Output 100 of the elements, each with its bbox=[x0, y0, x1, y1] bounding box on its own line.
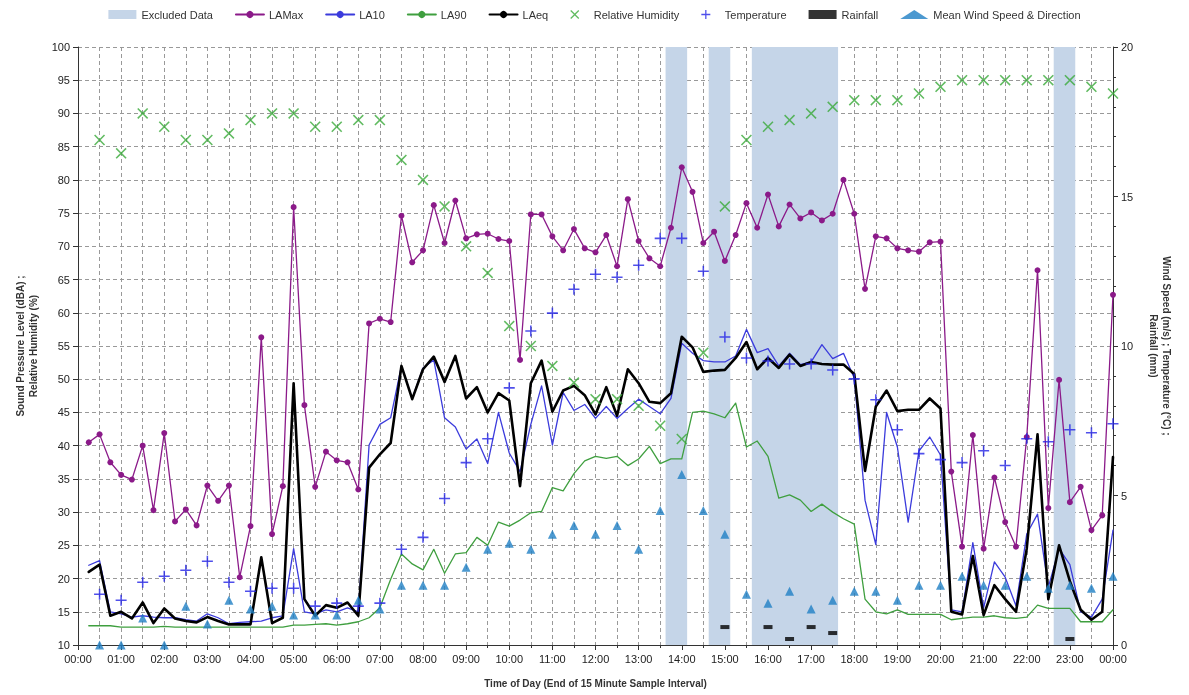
legend-label: LA10 bbox=[359, 8, 385, 21]
point bbox=[719, 200, 731, 212]
y2-tick-label: 10 bbox=[1121, 340, 1134, 352]
point bbox=[202, 619, 212, 629]
point bbox=[612, 520, 622, 530]
y-tick-label: 65 bbox=[57, 273, 70, 286]
point bbox=[266, 582, 278, 594]
x-tick-label: 20:00 bbox=[926, 652, 955, 665]
point bbox=[223, 127, 235, 139]
point bbox=[828, 595, 838, 605]
point bbox=[526, 544, 536, 554]
point bbox=[180, 134, 192, 146]
y-tick-label: 60 bbox=[57, 306, 70, 319]
point bbox=[460, 457, 472, 469]
point bbox=[697, 347, 709, 359]
x-tick-label: 09:00 bbox=[452, 652, 480, 665]
point bbox=[460, 240, 472, 252]
point bbox=[1085, 81, 1097, 93]
point bbox=[1064, 424, 1076, 436]
point bbox=[956, 74, 968, 86]
point bbox=[417, 174, 429, 186]
x-tick-label: 14:00 bbox=[667, 652, 696, 665]
point bbox=[546, 307, 558, 319]
y2-axis-title: Wind Speed (m/s) ; Temperature (°C) ; Rainfall (mm) bbox=[1148, 256, 1172, 436]
point bbox=[806, 604, 816, 614]
y-tick-label: 85 bbox=[57, 140, 70, 153]
point bbox=[698, 505, 708, 515]
x-tick-label: 12:00 bbox=[581, 652, 610, 665]
x-tick-label: 00:00 bbox=[1099, 652, 1127, 665]
line-series bbox=[88, 402, 1114, 628]
x-axis-title: Time of Day (End of 15 Minute Sample Interval) bbox=[484, 678, 707, 689]
point bbox=[913, 448, 925, 460]
point bbox=[676, 232, 688, 244]
legend-label: LAeq bbox=[522, 8, 549, 21]
legend-label: LAMax bbox=[268, 8, 304, 21]
legend-label: Rainfall bbox=[841, 8, 879, 21]
point bbox=[848, 373, 860, 385]
point bbox=[871, 586, 881, 596]
y2-tick-label: 0 bbox=[1121, 639, 1128, 651]
y-tick-label: 35 bbox=[57, 472, 70, 485]
y-tick-label: 75 bbox=[57, 207, 70, 220]
y-axis-title: Sound Pressure Level (dBA) ; Relative Humidity (%) bbox=[15, 275, 39, 417]
x-tick-label: 10:00 bbox=[495, 652, 524, 665]
y-tick-label: 50 bbox=[57, 373, 70, 386]
point bbox=[546, 360, 558, 372]
point bbox=[180, 564, 192, 576]
x-tick-label: 23:00 bbox=[1056, 652, 1084, 665]
x-tick-label: 00:00 bbox=[64, 652, 92, 665]
point bbox=[697, 265, 709, 277]
y-tick-label: 55 bbox=[57, 340, 70, 352]
point bbox=[891, 94, 903, 106]
y2-tick-label: 5 bbox=[1121, 489, 1128, 502]
point bbox=[740, 352, 752, 364]
x-tick-label: 21:00 bbox=[969, 652, 998, 665]
x-tick-label: 04:00 bbox=[236, 652, 265, 665]
point bbox=[720, 529, 730, 539]
point bbox=[115, 594, 127, 606]
legend-label: Mean Wind Speed & Direction bbox=[933, 8, 1081, 21]
point bbox=[978, 74, 990, 86]
point bbox=[223, 576, 235, 588]
point bbox=[1086, 583, 1096, 593]
point bbox=[784, 358, 796, 370]
point bbox=[503, 382, 515, 394]
point bbox=[503, 320, 515, 332]
point bbox=[525, 340, 537, 352]
point bbox=[245, 585, 256, 597]
point bbox=[418, 580, 428, 590]
x-tick-label: 16:00 bbox=[754, 652, 782, 665]
x-tick-label: 13:00 bbox=[624, 652, 653, 665]
point bbox=[848, 94, 860, 106]
point bbox=[849, 586, 859, 596]
point bbox=[158, 570, 170, 582]
point bbox=[94, 588, 106, 600]
y-tick-label: 95 bbox=[57, 74, 70, 87]
point bbox=[827, 101, 839, 113]
point bbox=[1042, 74, 1054, 86]
point bbox=[482, 267, 494, 279]
point bbox=[784, 114, 796, 126]
point bbox=[353, 595, 363, 605]
y2-tick-label: 15 bbox=[1121, 190, 1134, 203]
point bbox=[914, 580, 924, 590]
x-tick-label: 19:00 bbox=[883, 652, 912, 665]
point bbox=[634, 544, 644, 554]
point bbox=[999, 460, 1011, 472]
point bbox=[245, 114, 256, 126]
x-tick-label: 03:00 bbox=[193, 652, 222, 665]
point bbox=[352, 114, 364, 126]
point bbox=[590, 268, 601, 280]
point bbox=[158, 121, 170, 133]
point bbox=[676, 433, 688, 445]
point bbox=[288, 107, 300, 119]
point bbox=[590, 393, 601, 405]
y-tick-label: 10 bbox=[57, 639, 70, 651]
point bbox=[763, 598, 773, 608]
y-tick-label: 40 bbox=[57, 439, 70, 452]
legend-label: Temperature bbox=[724, 8, 787, 21]
point bbox=[591, 529, 600, 539]
point bbox=[805, 107, 817, 119]
point bbox=[310, 610, 320, 620]
point bbox=[633, 259, 645, 271]
